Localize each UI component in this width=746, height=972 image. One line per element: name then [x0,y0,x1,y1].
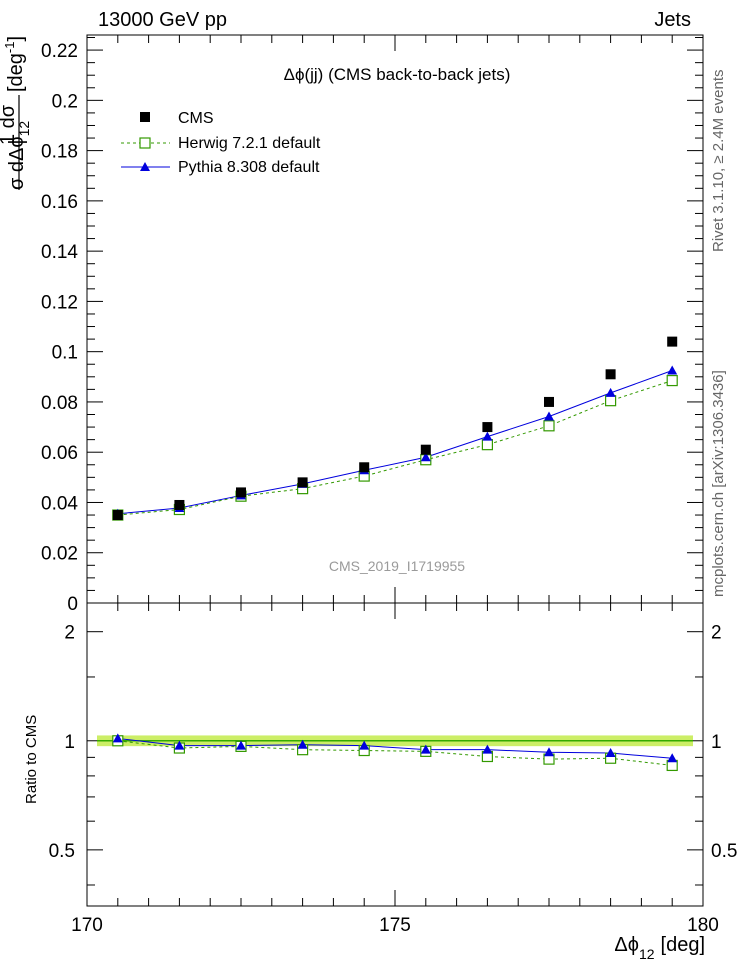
legend-pythia-label: Pythia 8.308 default [178,159,320,176]
main-y-tick-label: 0.12 [41,292,78,313]
ratio-y-tick-label: 2 [64,623,75,644]
ratio-y-tick-label-right: 2 [711,623,722,644]
pythia-point [544,411,554,421]
ratio-pythia-point [359,740,370,750]
cms-point [112,510,123,521]
ratio-pythia-point [174,740,185,750]
x-axis-label: Δϕ12 [deg] [614,934,705,962]
ratio-y-tick-label: 0.5 [49,841,75,862]
cms-point [667,336,678,347]
cms-point [174,499,185,510]
main-series [112,336,678,521]
header-right: Jets [654,9,691,31]
ratio-pythia-point [544,747,554,757]
x-tick-label: 180 [687,915,719,936]
plot-title: Δϕ(jj) (CMS back-to-back jets) [284,65,511,84]
mcplots-label: mcplots.cern.ch [arXiv:1306.3436] [710,370,727,597]
y-label-unit: [deg-1] [2,36,27,92]
legend-herwig-marker [139,137,151,149]
cms-point [236,487,246,498]
main-y-tick-label: 0.02 [41,544,78,565]
legend-cms-marker [140,112,150,122]
rivet-label: Rivet 3.1.10, ≥ 2.4M events [710,70,727,253]
legend-pythia-marker [140,162,150,171]
main-y-tick-label: 0.1 [52,343,78,364]
main-y-tick-label: 0 [67,594,78,615]
ratio-pythia-point [112,733,123,743]
ratio-series [112,733,678,772]
cms-point [482,422,493,433]
analysis-watermark: CMS_2019_I1719955 [329,558,465,574]
ratio-pythia-point [420,744,431,754]
pythia-point [667,365,678,375]
cms-point [297,477,308,488]
ratio-y-axis-label: Ratio to CMS [23,715,40,804]
ratio-pythia-point [236,740,246,750]
x-tick-label: 175 [379,915,411,936]
ratio-pythia-line [117,737,673,759]
cms-point [420,444,431,455]
pythia-point [605,387,616,397]
x-tick-label: 170 [71,915,103,936]
main-y-tick-label: 0.06 [41,443,78,464]
cms-point [359,462,370,473]
legend-cms-label: CMS [178,110,214,127]
pythia-line [117,370,673,515]
main-y-tick-label: 0.2 [52,91,78,112]
pythia-point [482,431,493,441]
ratio-pythia-point [297,739,308,749]
ratio-axes: 0.5 0.5 1 1 2 2 170 175 180 [49,603,737,936]
ratio-pythia-point [605,748,616,758]
pythia-point [420,452,431,462]
cms-point [605,369,616,380]
legend-herwig-label: Herwig 7.2.1 default [178,135,321,152]
main-y-tick-label: 0.16 [41,192,78,213]
main-y-tick-label: 0.22 [41,41,78,62]
herwig-line [117,380,673,516]
ratio-y-tick-label-right: 1 [711,732,722,753]
y-label-frac-num: 1 dσ [0,104,19,145]
main-y-axis-label: σ dΔϕ12 1 dσ [deg-1] [0,36,32,190]
herwig-point [543,420,555,432]
ratio-y-tick-label-right: 0.5 [711,841,737,862]
herwig-point [604,395,617,407]
ratio-y-tick-label: 1 [64,732,75,753]
legend: CMS Herwig 7.2.1 default Pythia 8.308 de… [121,110,321,176]
herwig-point [666,374,678,387]
header-left: 13000 GeV pp [98,9,227,31]
y-label-frac-den: σ dΔϕ12 [6,121,32,190]
main-axes: 0 0.02 0.04 0.06 0.08 0.1 0.12 0.14 0.16 0.18 0.2 0… [41,35,704,615]
herwig-point [481,439,493,451]
cms-point [544,396,554,407]
ratio-herwig-line [117,740,673,766]
ratio-pythia-point [667,753,678,763]
main-y-tick-label: 0.04 [41,493,78,514]
main-y-tick-label: 0.18 [41,142,78,163]
ratio-pythia-point [482,744,493,754]
main-y-tick-label: 0.14 [41,242,78,263]
main-y-tick-label: 0.08 [41,393,78,414]
